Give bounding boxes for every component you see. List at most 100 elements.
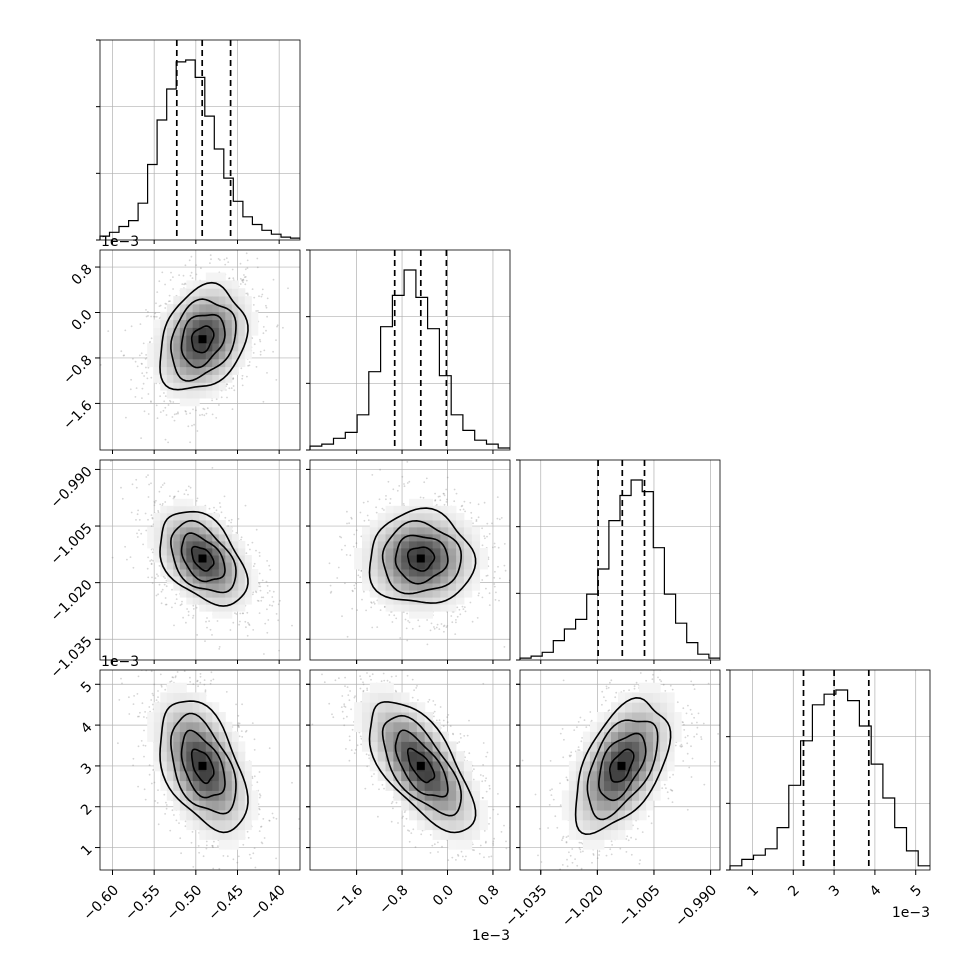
sample-point xyxy=(407,620,409,622)
panel-background xyxy=(520,460,720,660)
sample-point xyxy=(211,413,214,416)
sample-point xyxy=(376,626,379,628)
density-cell xyxy=(448,505,457,514)
scatter-points xyxy=(110,460,293,655)
sample-point xyxy=(259,585,262,588)
sample-point xyxy=(493,542,496,545)
density-cell xyxy=(238,540,246,549)
sample-point xyxy=(241,377,244,380)
sample-point xyxy=(130,325,133,328)
sample-point xyxy=(354,587,356,590)
density-cell xyxy=(225,335,233,344)
sample-point xyxy=(153,501,156,504)
density-cell xyxy=(186,351,194,360)
density-cell xyxy=(479,555,488,563)
density-cell xyxy=(212,327,220,336)
sample-point xyxy=(183,283,186,286)
sample-point xyxy=(205,620,207,623)
sample-point xyxy=(266,585,269,587)
sample-point xyxy=(262,332,265,335)
sample-point xyxy=(451,621,454,624)
sample-point xyxy=(147,413,150,415)
density-cell xyxy=(205,583,213,591)
contour-level-3 xyxy=(170,519,237,594)
sample-point xyxy=(454,633,457,635)
density-cell xyxy=(238,288,246,297)
density-cell xyxy=(186,319,194,328)
sample-point xyxy=(363,590,365,593)
density-cell xyxy=(166,327,174,336)
density-cell xyxy=(385,533,394,542)
sample-point xyxy=(488,592,491,595)
sample-point xyxy=(228,277,231,280)
sample-point xyxy=(329,584,332,587)
sample-point xyxy=(344,582,346,585)
sample-point xyxy=(226,383,229,386)
sample-point xyxy=(192,608,195,610)
density-cell xyxy=(416,583,426,591)
sample-point xyxy=(517,540,519,542)
density-cell xyxy=(369,562,379,570)
sample-point xyxy=(157,510,160,512)
sample-point xyxy=(140,362,143,365)
sample-point xyxy=(169,401,172,403)
sample-point xyxy=(193,880,195,882)
density-cell xyxy=(153,343,161,352)
density-cell xyxy=(199,548,207,556)
density-cell xyxy=(179,319,187,328)
density-cell xyxy=(385,540,394,549)
density-cell xyxy=(238,335,246,344)
sample-point xyxy=(282,326,284,329)
density-cell xyxy=(153,358,161,368)
sample-point xyxy=(141,363,143,365)
sample-point xyxy=(460,505,463,508)
density-cell xyxy=(238,576,246,584)
density-cell xyxy=(448,512,457,521)
sample-point xyxy=(440,623,443,625)
sample-point xyxy=(339,535,341,538)
sample-point xyxy=(211,467,214,469)
density-cell xyxy=(192,569,200,577)
density-cell xyxy=(153,319,161,328)
sample-point xyxy=(346,510,348,513)
sample-point xyxy=(164,302,167,305)
density-cell xyxy=(448,526,457,535)
density-cell xyxy=(416,597,426,605)
density-cell xyxy=(238,351,246,360)
density-cell xyxy=(179,398,187,407)
density-cell xyxy=(401,512,410,521)
sample-point xyxy=(242,612,245,615)
sample-point xyxy=(253,562,256,565)
density-cell xyxy=(218,590,226,598)
density-cell xyxy=(205,327,213,336)
density-cell xyxy=(225,569,233,577)
sample-point xyxy=(160,590,163,593)
sample-point xyxy=(456,615,459,618)
density-cell xyxy=(205,335,213,344)
sample-point xyxy=(147,315,149,317)
density-cell xyxy=(463,569,473,577)
density-cell xyxy=(225,366,233,375)
panel-frame xyxy=(519,459,721,661)
density-cell xyxy=(205,311,213,321)
sample-point xyxy=(393,614,396,617)
sample-point xyxy=(258,612,261,614)
density-cell xyxy=(179,343,187,352)
sample-point xyxy=(437,495,440,498)
density-cell xyxy=(432,576,441,584)
sample-point xyxy=(262,400,265,403)
density-cell xyxy=(225,540,233,549)
sample-point xyxy=(144,358,147,360)
sample-point xyxy=(464,510,466,513)
density-cell xyxy=(166,374,174,383)
density-cell xyxy=(192,505,200,514)
density-cell xyxy=(199,540,207,549)
sample-point xyxy=(484,537,486,540)
sample-point xyxy=(191,277,194,279)
sample-point xyxy=(246,634,249,637)
panel-frame xyxy=(99,249,301,451)
density-cell xyxy=(153,374,161,383)
sample-point xyxy=(165,585,168,588)
sample-point xyxy=(152,559,155,562)
density-cell xyxy=(456,576,465,584)
